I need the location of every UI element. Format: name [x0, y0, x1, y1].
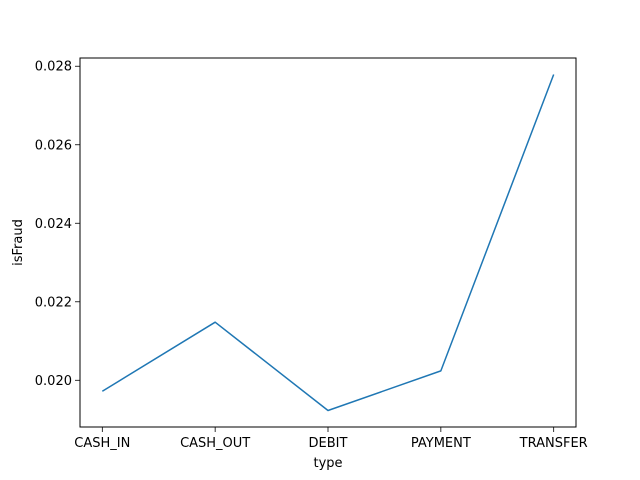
x-axis: CASH_IN CASH_OUT DEBIT PAYMENT TRANSFER: [74, 427, 588, 451]
y-tick-label: 0.020: [35, 374, 72, 389]
x-tick-label: CASH_IN: [74, 436, 130, 451]
y-tick-label: 0.024: [35, 217, 72, 232]
y-tick-label: 0.022: [35, 295, 72, 310]
x-tick-label: CASH_OUT: [180, 436, 250, 451]
y-tick-label: 0.028: [35, 60, 72, 75]
plot-frame: [79, 57, 577, 428]
x-tick-label: PAYMENT: [411, 436, 471, 451]
series-line: [101, 74, 555, 412]
y-axis-label: isFraud: [11, 219, 26, 266]
x-tick-label: DEBIT: [309, 436, 348, 451]
x-tick-label: TRANSFER: [519, 436, 588, 451]
y-tick-label: 0.026: [35, 138, 72, 153]
plot-area: [101, 74, 555, 412]
x-axis-label: type: [313, 456, 342, 471]
y-axis: 0.020 0.022 0.024 0.026 0.028: [35, 60, 80, 389]
